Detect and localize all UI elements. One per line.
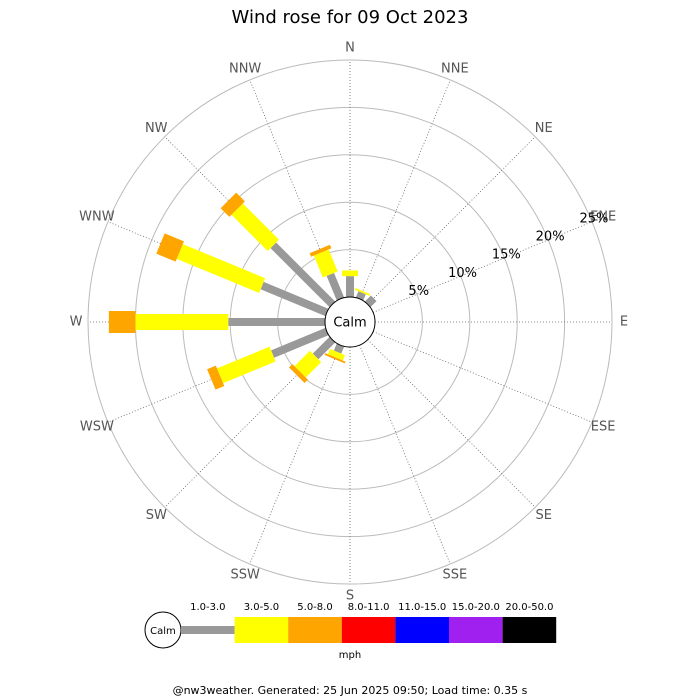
r-tick-label: 5% — [408, 284, 429, 299]
bar-segment — [216, 346, 276, 384]
calm-circle — [324, 296, 376, 348]
legend-calm-label: Calm — [150, 626, 176, 637]
bar-segment — [327, 349, 345, 361]
bar-segment — [294, 350, 322, 378]
legend-label: 3.0-5.0 — [244, 602, 279, 613]
direction-label: ENE — [590, 210, 616, 225]
legend-label: 15.0-20.0 — [452, 602, 500, 613]
direction-label: SSW — [230, 568, 260, 583]
spoke — [367, 339, 536, 508]
bar-segment — [309, 244, 332, 257]
direction-label: SSE — [442, 568, 467, 583]
legend-swatch — [395, 617, 449, 643]
direction-label: S — [346, 589, 354, 604]
legend-label: 11.0-15.0 — [398, 602, 446, 613]
spoke — [249, 344, 341, 565]
bar-segment — [289, 364, 308, 383]
bar-segment — [342, 270, 358, 277]
direction-label: SE — [536, 508, 552, 523]
direction-label: E — [620, 315, 628, 330]
bar-segment — [270, 242, 336, 308]
spoke — [359, 79, 451, 300]
bar-segment — [228, 318, 325, 326]
direction-label: W — [70, 315, 83, 330]
bar-segment — [271, 327, 329, 358]
legend-swatch — [449, 617, 503, 643]
direction-label: NNE — [441, 61, 469, 76]
bar-segment — [260, 281, 329, 317]
bar-segment — [324, 353, 346, 364]
spoke — [367, 136, 536, 305]
bar-segment — [231, 203, 279, 251]
legend-label: 1.0-3.0 — [190, 602, 225, 613]
bar-segment — [312, 336, 336, 360]
calm-label: Calm — [333, 316, 366, 331]
direction-label: N — [345, 41, 355, 56]
bar-segment — [333, 343, 345, 354]
legend-label: 5.0-8.0 — [297, 602, 332, 613]
direction-label: NNW — [229, 61, 261, 76]
legend-swatch — [502, 617, 557, 643]
r-tick-label: 10% — [448, 266, 477, 281]
r-tick-label: 20% — [536, 230, 565, 245]
legend-swatch — [234, 617, 289, 643]
legend-swatch — [181, 626, 235, 634]
bar-segment — [326, 272, 345, 301]
bar-segment — [156, 233, 184, 262]
bar-segment — [108, 311, 136, 333]
legend-label: 8.0-11.0 — [348, 602, 390, 613]
bar-segment — [220, 192, 245, 217]
legend-swatch — [341, 617, 396, 643]
bar-segment — [207, 365, 225, 390]
legend-label: 20.0-50.0 — [505, 602, 553, 613]
bar-segment — [346, 276, 354, 297]
legend-unit: mph — [339, 650, 361, 661]
direction-label: SW — [146, 508, 167, 523]
r-tick-label: 15% — [492, 248, 521, 263]
direction-label: WNW — [79, 210, 115, 225]
direction-label: ESE — [591, 419, 616, 434]
chart-title: Wind rose for 09 Oct 2023 — [232, 7, 469, 28]
direction-label: WSW — [80, 419, 114, 434]
bar-segment — [176, 244, 266, 293]
spoke — [359, 344, 451, 565]
direction-label: NE — [535, 121, 553, 136]
bar-segment — [354, 287, 371, 296]
bar-segment — [135, 314, 229, 330]
r-tick-label: 25% — [579, 211, 608, 226]
grid-ring — [87, 59, 613, 585]
bar-segment — [313, 249, 338, 278]
direction-label: NW — [145, 121, 168, 136]
footer: @nw3weather. Generated: 25 Jun 2025 09:5… — [173, 684, 528, 697]
spoke — [372, 221, 593, 313]
legend-swatch — [288, 617, 342, 643]
spoke — [372, 331, 593, 423]
